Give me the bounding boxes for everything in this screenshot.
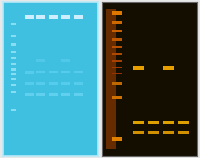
- Bar: [25, 15, 34, 19]
- Bar: [133, 66, 144, 70]
- Bar: [112, 137, 122, 141]
- Bar: [133, 131, 144, 134]
- Bar: [11, 91, 16, 93]
- Bar: [11, 78, 16, 80]
- Bar: [11, 84, 16, 86]
- Bar: [11, 51, 16, 53]
- Bar: [74, 15, 83, 19]
- Bar: [112, 38, 122, 41]
- Bar: [11, 23, 16, 25]
- Bar: [74, 82, 83, 85]
- Bar: [11, 109, 16, 112]
- Bar: [36, 59, 45, 62]
- Bar: [49, 82, 58, 85]
- Bar: [163, 121, 174, 124]
- Bar: [133, 121, 144, 124]
- Bar: [112, 82, 122, 85]
- Bar: [11, 73, 16, 76]
- Bar: [112, 96, 122, 99]
- Bar: [148, 121, 159, 124]
- Bar: [112, 67, 122, 68]
- Bar: [106, 9, 116, 149]
- Bar: [11, 68, 16, 71]
- Bar: [112, 73, 122, 74]
- Bar: [36, 71, 45, 73]
- Bar: [11, 63, 16, 65]
- Bar: [163, 131, 174, 134]
- Bar: [112, 11, 122, 15]
- Bar: [112, 21, 122, 24]
- Bar: [112, 53, 122, 55]
- Bar: [36, 82, 45, 85]
- Bar: [49, 15, 58, 19]
- Bar: [36, 15, 45, 19]
- Bar: [112, 30, 122, 33]
- Bar: [25, 71, 34, 74]
- Bar: [11, 35, 16, 37]
- Bar: [112, 60, 122, 62]
- Bar: [61, 15, 70, 19]
- Bar: [36, 93, 45, 96]
- Bar: [11, 43, 16, 46]
- Bar: [49, 93, 58, 96]
- Bar: [178, 131, 189, 134]
- Bar: [25, 82, 34, 85]
- Bar: [148, 131, 159, 134]
- Bar: [74, 93, 83, 96]
- Bar: [61, 93, 70, 96]
- Bar: [74, 71, 83, 73]
- Bar: [61, 59, 70, 62]
- Bar: [112, 46, 122, 48]
- Bar: [163, 66, 174, 70]
- Bar: [61, 71, 70, 73]
- Bar: [49, 71, 58, 73]
- Bar: [25, 93, 34, 96]
- Bar: [178, 121, 189, 124]
- Bar: [61, 82, 70, 85]
- Bar: [11, 57, 16, 59]
